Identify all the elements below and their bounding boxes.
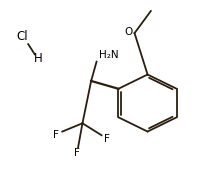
Text: F: F (53, 130, 59, 140)
Text: H: H (34, 52, 42, 65)
Text: Cl: Cl (16, 30, 28, 43)
Text: F: F (74, 148, 80, 158)
Text: O: O (124, 27, 133, 37)
Text: H₂N: H₂N (99, 50, 118, 60)
Text: F: F (104, 134, 110, 144)
